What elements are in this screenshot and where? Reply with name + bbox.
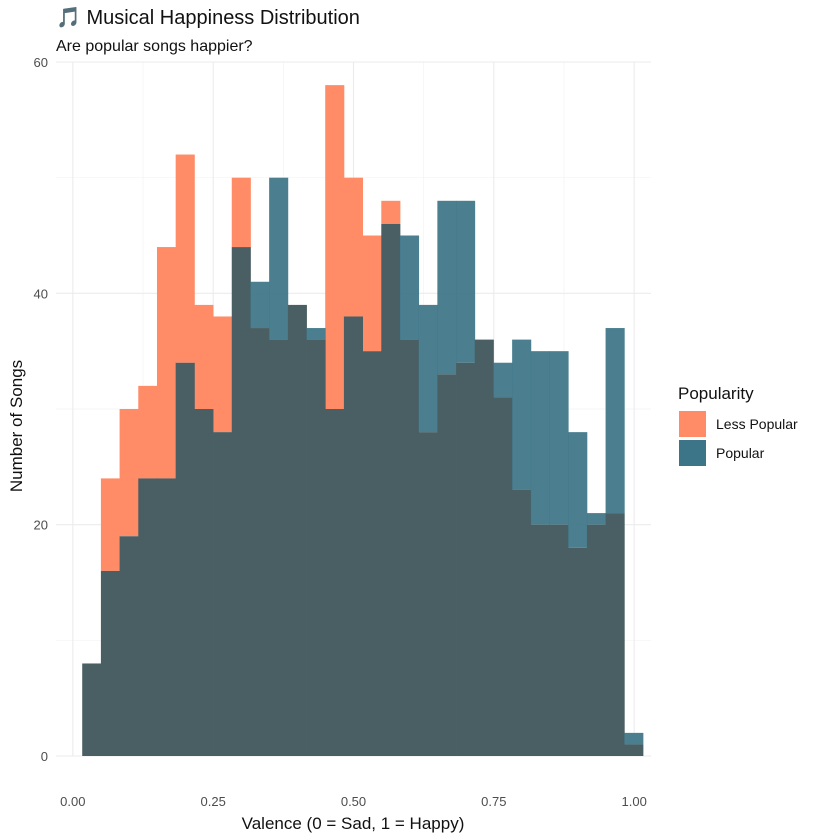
bar-overlap xyxy=(194,409,214,756)
bar-popular xyxy=(549,351,569,525)
x-axis-title: Valence (0 = Sad, 1 = Happy) xyxy=(242,814,465,833)
legend-swatch-less-popular xyxy=(679,411,706,437)
bar-popular xyxy=(269,177,289,340)
bar-popular xyxy=(493,362,513,398)
bar-popular xyxy=(437,200,457,375)
x-tick-label: 0.00 xyxy=(60,794,85,809)
bar-overlap xyxy=(231,247,251,757)
y-tick-label: 40 xyxy=(34,286,48,301)
bar-overlap xyxy=(362,351,382,756)
bar-less-popular xyxy=(175,154,195,363)
bar-overlap xyxy=(119,536,139,756)
x-tick-label: 0.25 xyxy=(201,794,226,809)
x-tick-label: 0.75 xyxy=(481,794,506,809)
bar-popular xyxy=(306,328,326,340)
bar-overlap xyxy=(325,409,345,756)
bar-overlap xyxy=(624,744,644,756)
bar-overlap xyxy=(82,663,102,756)
bar-overlap xyxy=(213,432,233,756)
bar-overlap xyxy=(138,478,158,756)
bar-popular xyxy=(530,351,550,525)
legend-swatch-popular xyxy=(679,440,706,466)
bar-overlap xyxy=(399,339,420,756)
bar-overlap xyxy=(287,304,307,756)
bar-less-popular xyxy=(362,235,382,352)
bar-less-popular xyxy=(381,200,401,224)
bar-overlap xyxy=(586,524,606,756)
bar-less-popular xyxy=(231,177,251,248)
bar-overlap xyxy=(512,489,532,756)
bar-less-popular xyxy=(325,85,345,409)
bar-overlap xyxy=(269,339,289,756)
bar-overlap xyxy=(418,432,438,756)
legend-label-popular: Popular xyxy=(716,445,765,461)
x-axis-ticks: 0.00 0.25 0.50 0.75 1.00 xyxy=(60,794,647,809)
bars-less-popular xyxy=(100,85,401,571)
bar-popular xyxy=(624,732,644,745)
y-axis-ticks: 0 20 40 60 xyxy=(34,55,48,764)
bar-overlap xyxy=(343,316,363,756)
bar-less-popular xyxy=(213,316,233,433)
bar-overlap xyxy=(605,513,625,756)
y-tick-label: 0 xyxy=(41,749,48,764)
y-tick-label: 20 xyxy=(34,518,48,533)
bar-less-popular xyxy=(343,177,363,317)
bar-overlap xyxy=(456,362,476,756)
bar-overlap xyxy=(306,339,326,756)
y-tick-label: 60 xyxy=(34,55,48,70)
bar-popular xyxy=(586,513,606,525)
x-tick-label: 1.00 xyxy=(622,794,647,809)
bar-popular xyxy=(399,235,420,340)
bar-less-popular xyxy=(156,247,177,479)
y-axis-title: Number of Songs xyxy=(7,360,26,492)
bar-overlap xyxy=(549,524,569,756)
bar-overlap xyxy=(381,223,401,756)
bar-popular xyxy=(605,328,625,514)
bar-popular xyxy=(456,200,476,363)
bar-popular xyxy=(512,339,532,490)
x-tick-label: 0.50 xyxy=(341,794,366,809)
bar-popular xyxy=(418,304,438,433)
bar-overlap xyxy=(250,328,270,756)
bars-popular xyxy=(82,177,644,757)
legend-label-less-popular: Less Popular xyxy=(716,416,798,432)
bar-overlap xyxy=(568,547,588,756)
bar-popular xyxy=(568,432,588,548)
chart-subtitle: Are popular songs happier? xyxy=(56,38,253,55)
bar-overlap xyxy=(156,478,177,756)
bar-overlap xyxy=(474,339,494,756)
bar-overlap xyxy=(530,524,550,756)
bar-less-popular xyxy=(119,409,139,537)
bar-less-popular xyxy=(138,385,158,479)
bar-overlap xyxy=(437,374,457,756)
chart-title: 🎵 Musical Happiness Distribution xyxy=(56,6,360,29)
legend: Popularity Less Popular Popular xyxy=(678,384,798,466)
bar-less-popular xyxy=(100,478,120,571)
bar-overlap xyxy=(100,570,120,756)
bar-less-popular xyxy=(194,304,214,409)
bar-overlap xyxy=(493,397,513,756)
bar-popular xyxy=(250,281,270,329)
bar-overlap xyxy=(175,362,195,756)
legend-title: Popularity xyxy=(678,384,754,403)
